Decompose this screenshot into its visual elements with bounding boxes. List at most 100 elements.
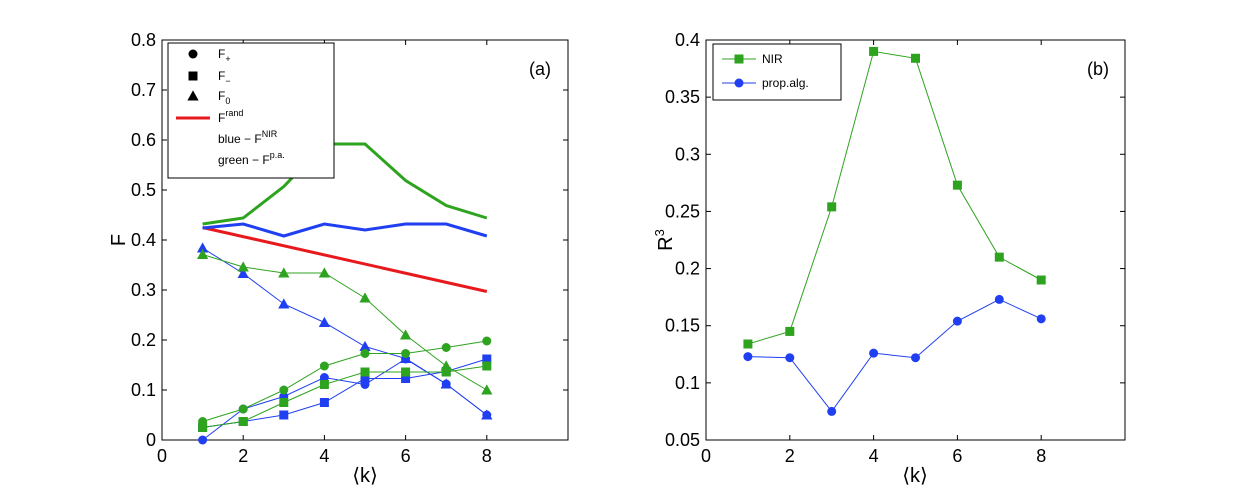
data-point	[441, 343, 451, 352]
x-tick-label: 8	[1036, 446, 1046, 466]
data-point	[237, 261, 249, 272]
data-point	[238, 417, 248, 426]
y-tick-label: 0.5	[131, 180, 156, 200]
data-point	[319, 380, 329, 389]
series-b	[743, 46, 1046, 416]
legend-label: NIR	[762, 52, 783, 66]
axes-frame-b	[705, 39, 1126, 441]
y-tick-label: 0.2	[675, 259, 700, 279]
data-point	[318, 267, 331, 278]
legend-a: F+ F− F0 Frand blue − FNIR green − Fp.a.	[167, 42, 335, 179]
legend-label: F0	[218, 89, 230, 106]
y-axis-label-b-sup: 3	[652, 229, 667, 236]
legend-box-b	[712, 43, 842, 101]
data-point	[482, 354, 492, 364]
data-point	[359, 340, 371, 351]
data-point	[743, 352, 753, 362]
x-tick-label: 0	[701, 446, 711, 466]
data-point	[279, 410, 289, 420]
series-line-f0-nir	[202, 247, 488, 416]
y-tick-label: 0	[146, 430, 156, 450]
y-tick-label: 0.2	[131, 330, 156, 350]
data-point	[827, 406, 837, 416]
data-point	[440, 360, 452, 371]
y-tick-label: 0.1	[675, 373, 700, 393]
panel-a: 0 2 4 6 8 0 0.1 0.2 0.3 0.4 0.5 0.6 0.7 0.8 F+ F− F0 Fra…	[108, 30, 569, 487]
data-point	[319, 361, 329, 371]
legend-marker-square	[188, 71, 198, 81]
y-tick-label: 0.3	[131, 280, 156, 300]
data-point	[743, 339, 753, 349]
data-point	[911, 53, 920, 63]
panel-label-a: (a)	[529, 59, 551, 79]
y-tick-label: 0.7	[131, 80, 156, 100]
x-tick-label: 8	[482, 446, 492, 466]
x-axis-label-b: ⟨k⟩	[902, 465, 928, 487]
x-tick-label: 6	[401, 446, 411, 466]
panel-label-b: (b)	[1087, 59, 1109, 79]
data-point	[440, 378, 452, 389]
series-line-f0-p-a-	[202, 254, 488, 391]
data-point	[994, 294, 1004, 304]
series-line-f-nir	[202, 358, 487, 428]
series-line-prop-alg-	[747, 298, 1042, 413]
data-point	[481, 384, 493, 395]
data-point	[785, 326, 795, 336]
data-point	[401, 367, 411, 377]
ticks-b: 0 2 4 6 8 0.05 0.1 0.15 0.2 0.25 0.3 0.35 0.4	[665, 30, 1125, 466]
data-point	[196, 248, 209, 259]
panel-b: 0 2 4 6 8 0.05 0.1 0.15 0.2 0.25 0.3 0.35 0.4 NIR pro…	[652, 30, 1126, 487]
y-tick-label: 0.6	[131, 130, 156, 150]
data-point	[401, 374, 411, 383]
legend-box-a	[167, 42, 335, 179]
series-line-f-p-a-	[202, 365, 487, 428]
data-point	[482, 361, 492, 371]
series-a	[196, 142, 493, 445]
data-point	[360, 349, 370, 358]
y-tick-label: 0.1	[131, 380, 156, 400]
legend-label: F−	[218, 69, 231, 86]
data-point	[319, 373, 329, 382]
data-point	[278, 298, 290, 309]
y-tick-label: 0.4	[675, 30, 700, 50]
x-tick-label: 4	[319, 446, 329, 466]
x-tick-label: 6	[952, 446, 962, 466]
y-tick-label: 0.25	[665, 201, 700, 221]
data-point	[869, 46, 879, 56]
data-point	[278, 267, 290, 278]
y-tick-label: 0.05	[665, 430, 700, 450]
data-point	[994, 252, 1004, 262]
y-axis-label-b: R3	[652, 229, 677, 251]
series-line-frand	[202, 226, 488, 293]
legend-marker-circle	[188, 49, 198, 59]
data-point	[869, 348, 879, 358]
x-tick-label: 2	[785, 446, 795, 466]
legend-label: blue − FNIR	[218, 129, 278, 146]
data-point	[319, 398, 329, 407]
data-point	[279, 398, 289, 407]
y-tick-label: 0.4	[131, 230, 156, 250]
legend-label: Frand	[218, 108, 243, 125]
data-point	[1036, 275, 1046, 285]
legend-label: prop.alg.	[762, 76, 809, 90]
legend-marker-circle	[734, 78, 744, 88]
legend-label: green − Fp.a.	[218, 150, 285, 167]
data-point	[952, 180, 962, 190]
data-point	[911, 353, 920, 363]
data-point	[359, 292, 371, 303]
data-point	[196, 242, 209, 253]
y-tick-label: 0.8	[131, 30, 156, 50]
x-tick-label: 0	[157, 446, 167, 466]
data-point	[198, 435, 208, 445]
series-line-f-p-a-	[202, 340, 487, 422]
data-point	[952, 316, 962, 326]
y-tick-label: 0.3	[675, 144, 700, 164]
data-point	[360, 374, 370, 383]
y-tick-label: 0.35	[665, 87, 700, 107]
legend-marker-triangle	[187, 90, 199, 101]
series-line-f-nir	[202, 222, 488, 238]
data-point	[481, 409, 493, 420]
data-point	[279, 385, 289, 395]
data-point	[399, 329, 412, 340]
